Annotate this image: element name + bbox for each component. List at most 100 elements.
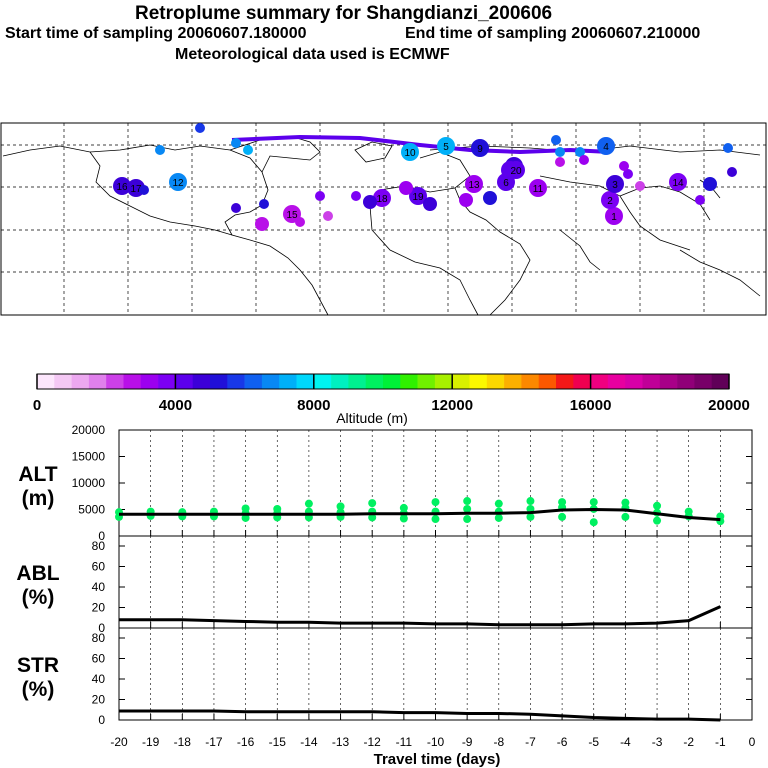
y-tick-label: 15000 xyxy=(72,450,106,464)
x-tick-label: -11 xyxy=(396,735,413,749)
colorbar-ticks: 0 4000 8000 12000 16000 20000 xyxy=(33,374,750,414)
trajectory-day-label: 6 xyxy=(503,178,509,189)
met-data-label: Meteorological data used is ECMWF xyxy=(175,46,450,63)
colorbar-cell xyxy=(261,374,280,389)
colorbar-cell xyxy=(365,374,384,389)
altitude-point xyxy=(399,514,408,523)
trajectory-day-label: 20 xyxy=(510,166,522,177)
trajectory-particle xyxy=(155,145,165,155)
colorbar-cell xyxy=(348,374,366,389)
altitude-point xyxy=(241,513,250,522)
colorbar-cell xyxy=(331,374,349,389)
trajectory-particle xyxy=(555,147,565,157)
trajectory-particle xyxy=(695,195,705,205)
x-tick-label: 0 xyxy=(749,735,756,749)
colorbar-tick-label: 12000 xyxy=(431,397,473,414)
y-axis-label: (m) xyxy=(22,487,55,510)
trajectory-marker xyxy=(605,207,623,225)
altitude-point xyxy=(526,512,535,521)
altitude-point xyxy=(653,516,662,525)
trajectory-particle xyxy=(619,161,629,171)
trajectory-particle xyxy=(259,199,269,209)
colorbar-cell xyxy=(106,374,124,389)
altitude-point xyxy=(589,498,598,507)
trajectory-marker xyxy=(597,137,615,155)
colorbar-cell xyxy=(521,374,539,389)
x-tick-label: -8 xyxy=(493,735,504,749)
colorbar-cell xyxy=(383,374,401,389)
trajectory-day-label: 9 xyxy=(477,144,483,155)
chart-title: Retroplume summary for Shangdianzi_20060… xyxy=(135,3,553,24)
x-tick-label: -4 xyxy=(620,735,631,749)
x-tick-label: -1 xyxy=(715,735,726,749)
colorbar-cell xyxy=(37,374,55,389)
colorbar-cell xyxy=(486,374,505,389)
y-tick-label: 10000 xyxy=(72,476,106,490)
colorbar-tick-label: 16000 xyxy=(570,397,612,414)
altitude-point xyxy=(431,498,440,507)
trajectory-particle xyxy=(723,143,733,153)
colorbar-cell xyxy=(659,374,678,389)
colorbar-label: Altitude (m) xyxy=(336,410,408,426)
trajectory-particle xyxy=(635,181,645,191)
trajectory-marker xyxy=(437,137,455,155)
y-tick-label: 60 xyxy=(92,560,106,574)
map-panel: 1234567891011121314151617181920 xyxy=(0,122,767,316)
colorbar-cell xyxy=(538,374,557,389)
trajectory-particle xyxy=(363,195,377,209)
colorbar-tick-label: 8000 xyxy=(297,397,330,414)
colorbar-cell xyxy=(227,374,245,389)
trajectory-marker xyxy=(401,143,419,161)
trajectory-day-label: 2 xyxy=(607,196,613,207)
y-tick-label: 80 xyxy=(92,539,106,553)
colorbar: 0 4000 8000 12000 16000 20000 Altitude (m) xyxy=(33,373,750,426)
trajectory-marker xyxy=(606,175,624,193)
trajectory-particle xyxy=(231,138,241,148)
trajectory-particle xyxy=(423,197,437,211)
colorbar-cell xyxy=(210,374,228,389)
y-tick-label: 5000 xyxy=(78,503,105,517)
y-axis-label: ABL xyxy=(16,562,59,585)
colorbar-cell xyxy=(244,374,263,389)
colorbar-cell xyxy=(296,374,315,389)
y-tick-label: 0 xyxy=(98,529,105,543)
colorbar-cell xyxy=(175,374,193,389)
colorbar-tick-label: 4000 xyxy=(159,397,192,414)
trajectory-day-label: 16 xyxy=(116,182,128,193)
y-tick-label: 40 xyxy=(92,672,106,686)
colorbar-cell xyxy=(469,374,488,389)
trajectory-particle xyxy=(459,193,473,207)
trajectory-marker xyxy=(471,139,489,157)
trajectory-day-label: 12 xyxy=(172,178,184,189)
altitude-point xyxy=(463,504,472,513)
colorbar-cell xyxy=(88,374,107,389)
series-line-str xyxy=(119,709,721,722)
trajectory-particle xyxy=(195,123,205,133)
colorbar-cell xyxy=(504,374,522,389)
colorbar-cell xyxy=(279,374,297,389)
altitude-point xyxy=(463,497,472,506)
x-tick-label: -16 xyxy=(237,735,255,749)
trajectory-particle xyxy=(231,203,241,213)
start-time-label: Start time of sampling 20060607.180000 xyxy=(5,25,307,42)
trajectory-particle xyxy=(351,191,361,201)
y-tick-label: 20 xyxy=(92,693,106,707)
trajectory-day-label: 14 xyxy=(672,178,684,189)
altitude-point xyxy=(368,499,377,508)
colorbar-cell xyxy=(417,374,436,389)
altitude-point xyxy=(304,499,313,508)
trajectory-day-label: 4 xyxy=(603,142,609,153)
x-tick-label: -20 xyxy=(110,735,128,749)
colorbar-cell xyxy=(158,374,176,389)
colorbar-cell xyxy=(434,374,453,389)
altitude-point xyxy=(653,501,662,510)
trajectory-particle xyxy=(315,191,325,201)
x-tick-label: -17 xyxy=(205,735,223,749)
y-tick-label: 20 xyxy=(92,601,106,615)
y-tick-label: 0 xyxy=(98,713,105,727)
trajectory-day-label: 17 xyxy=(130,184,142,195)
y-tick-label: 60 xyxy=(92,652,106,666)
trajectory-day-label: 19 xyxy=(412,192,424,203)
y-axis-label: STR xyxy=(17,654,59,677)
